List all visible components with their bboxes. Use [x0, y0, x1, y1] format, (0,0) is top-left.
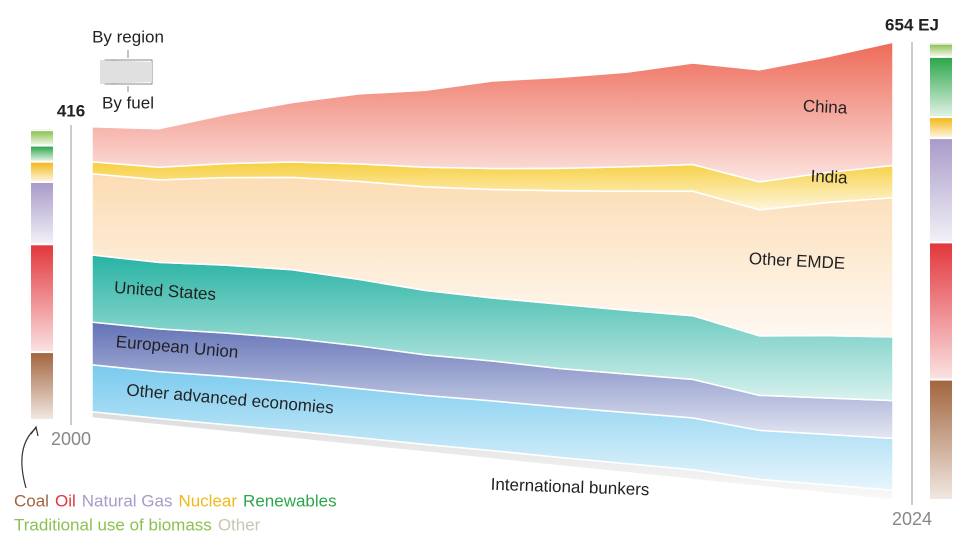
- fuel-bar: [31, 129, 53, 131]
- legend-entry: Renewables: [243, 491, 337, 510]
- fuel-bar: [930, 380, 952, 499]
- fuel-bar: [930, 243, 952, 379]
- fuel-bar: [31, 183, 53, 244]
- legend-entry: Coal: [14, 491, 49, 510]
- region-label: China: [802, 96, 848, 117]
- fuel-bar: [930, 44, 952, 56]
- legend-entry: Traditional use of biomass: [14, 515, 212, 534]
- fuel-bar: [31, 353, 53, 419]
- toggle-option[interactable]: By region: [92, 27, 164, 46]
- fuel-bar: [930, 57, 952, 117]
- toggle-switch[interactable]: [100, 60, 152, 84]
- fuel-bar: [31, 146, 53, 161]
- fuel-bar: [31, 131, 53, 145]
- arrow-head: [30, 425, 39, 437]
- legend-entry: Other: [218, 515, 261, 534]
- fuel-bar: [930, 139, 952, 242]
- region-label: International bunkers: [490, 475, 649, 500]
- legend-entry: Natural Gas: [82, 491, 173, 510]
- view-toggle[interactable]: By region By fuel: [92, 27, 164, 112]
- fuel-bar: [31, 162, 53, 181]
- toggle-option[interactable]: By fuel: [102, 93, 154, 112]
- fuel-bar: [31, 245, 53, 352]
- total-label: 654 EJ: [885, 16, 939, 35]
- region-area: [91, 41, 894, 183]
- year-label: 2000: [51, 429, 91, 449]
- legend-entry: Nuclear: [178, 491, 237, 510]
- fuel-bar: [930, 43, 952, 44]
- region-label: India: [810, 167, 848, 188]
- fuel-bar: [930, 118, 952, 138]
- total-label: 416: [57, 101, 85, 120]
- legend-entry: Oil: [55, 491, 76, 510]
- year-label: 2024: [892, 509, 932, 529]
- arrow: [21, 427, 37, 489]
